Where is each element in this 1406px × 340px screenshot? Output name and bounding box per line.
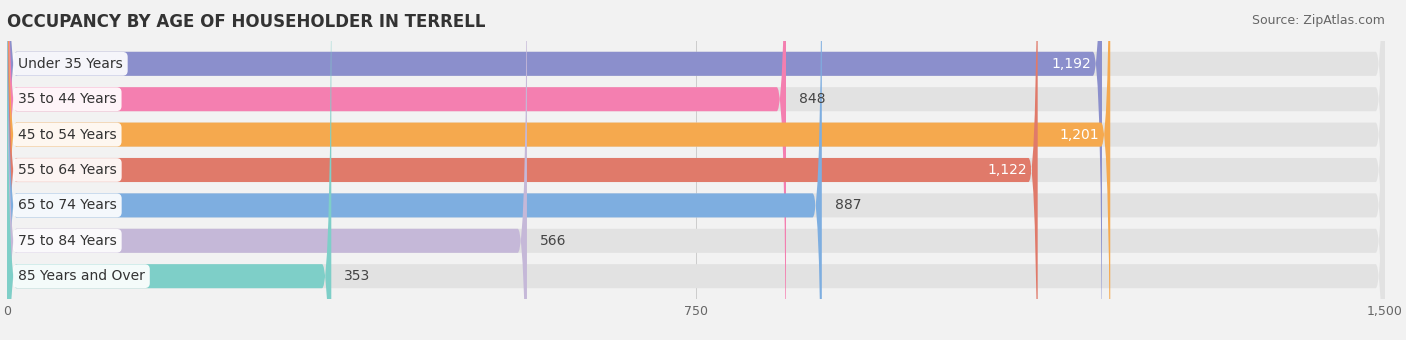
Text: OCCUPANCY BY AGE OF HOUSEHOLDER IN TERRELL: OCCUPANCY BY AGE OF HOUSEHOLDER IN TERRE… [7,13,485,31]
FancyBboxPatch shape [7,0,823,340]
FancyBboxPatch shape [7,0,786,340]
Text: 55 to 64 Years: 55 to 64 Years [18,163,117,177]
FancyBboxPatch shape [7,0,1385,340]
Text: 1,201: 1,201 [1060,128,1099,141]
Text: 566: 566 [540,234,567,248]
Text: 45 to 54 Years: 45 to 54 Years [18,128,117,141]
Text: Under 35 Years: Under 35 Years [18,57,122,71]
Text: 65 to 74 Years: 65 to 74 Years [18,199,117,212]
FancyBboxPatch shape [7,0,1385,340]
Text: 848: 848 [799,92,825,106]
Text: 887: 887 [835,199,862,212]
Text: 1,122: 1,122 [987,163,1026,177]
FancyBboxPatch shape [7,0,1385,340]
FancyBboxPatch shape [7,0,332,340]
FancyBboxPatch shape [7,0,1038,340]
Text: 353: 353 [344,269,370,283]
FancyBboxPatch shape [7,0,527,340]
Text: Source: ZipAtlas.com: Source: ZipAtlas.com [1251,14,1385,27]
FancyBboxPatch shape [7,0,1385,340]
Text: 85 Years and Over: 85 Years and Over [18,269,145,283]
FancyBboxPatch shape [7,0,1385,340]
Text: 35 to 44 Years: 35 to 44 Years [18,92,117,106]
Text: 1,192: 1,192 [1052,57,1091,71]
FancyBboxPatch shape [7,0,1102,340]
FancyBboxPatch shape [7,0,1385,340]
Text: 75 to 84 Years: 75 to 84 Years [18,234,117,248]
FancyBboxPatch shape [7,0,1385,340]
FancyBboxPatch shape [7,0,1111,340]
